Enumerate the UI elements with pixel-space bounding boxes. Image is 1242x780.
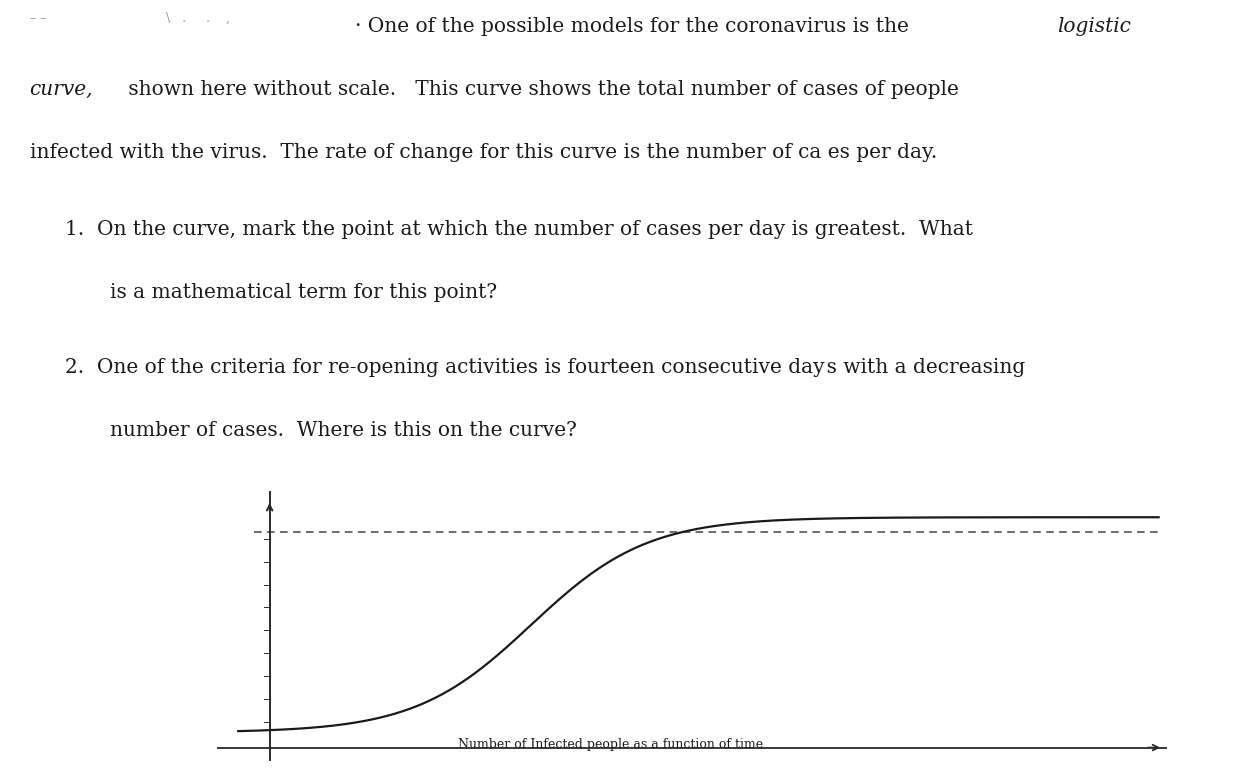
Text: Number of Infected people as a function of time: Number of Infected people as a function …	[458, 738, 763, 751]
Text: curve,: curve,	[30, 80, 93, 99]
Text: shown here without scale.   This curve shows the total number of cases of people: shown here without scale. This curve sho…	[122, 80, 959, 99]
Text: logistic: logistic	[1057, 17, 1131, 36]
Text: number of cases.  Where is this on the curve?: number of cases. Where is this on the cu…	[111, 420, 578, 440]
Text: infected with the virus.  The rate of change for this curve is the number of ca : infected with the virus. The rate of cha…	[30, 143, 936, 161]
Text: – –: – –	[30, 12, 46, 25]
Text: is a mathematical term for this point?: is a mathematical term for this point?	[111, 283, 497, 302]
Text: 2.  One of the criteria for re-opening activities is fourteen consecutive day s : 2. One of the criteria for re-opening ac…	[65, 358, 1026, 377]
Text: · One of the possible models for the coronavirus is the: · One of the possible models for the cor…	[355, 17, 915, 36]
Text: \   .     .    ,: \ . . ,	[165, 12, 230, 25]
Text: 1.  On the curve, mark the point at which the number of cases per day is greates: 1. On the curve, mark the point at which…	[65, 220, 972, 239]
